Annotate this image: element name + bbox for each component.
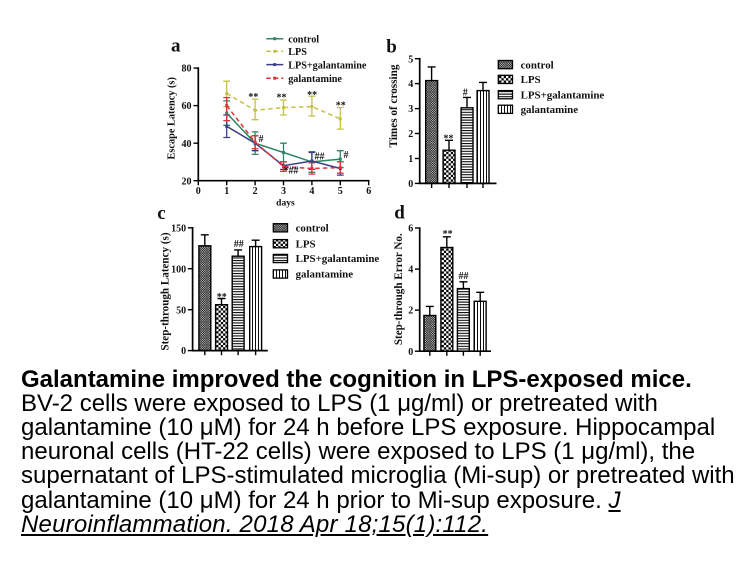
svg-text:2: 2 bbox=[408, 306, 413, 317]
svg-text:**: ** bbox=[248, 92, 258, 103]
svg-text:6: 6 bbox=[408, 224, 413, 235]
svg-text:**: ** bbox=[277, 93, 287, 104]
svg-text:0: 0 bbox=[196, 186, 201, 197]
svg-text:#: # bbox=[259, 134, 264, 145]
svg-text:4: 4 bbox=[408, 265, 413, 276]
svg-text:##: ## bbox=[459, 271, 469, 282]
svg-text:control: control bbox=[521, 59, 554, 71]
svg-text:2: 2 bbox=[408, 129, 413, 140]
svg-text:60: 60 bbox=[182, 101, 192, 112]
svg-text:1: 1 bbox=[224, 186, 229, 197]
svg-text:40: 40 bbox=[182, 139, 192, 150]
svg-text:control: control bbox=[296, 223, 329, 235]
svg-text:1: 1 bbox=[408, 154, 413, 165]
svg-text:**: ** bbox=[444, 134, 454, 145]
svg-text:days: days bbox=[276, 199, 295, 209]
svg-text:#: # bbox=[344, 150, 349, 161]
svg-text:0: 0 bbox=[181, 346, 186, 357]
svg-text:**: ** bbox=[443, 229, 453, 240]
svg-text:100: 100 bbox=[171, 264, 186, 275]
svg-text:5: 5 bbox=[338, 186, 343, 197]
svg-text:b: b bbox=[386, 37, 397, 58]
svg-text:LPS+galantamine: LPS+galantamine bbox=[296, 253, 380, 265]
svg-text:#: # bbox=[463, 87, 468, 98]
svg-text:a: a bbox=[171, 36, 181, 57]
svg-text:##: ## bbox=[315, 152, 325, 163]
svg-text:galantamine: galantamine bbox=[288, 74, 342, 85]
svg-text:*##: *## bbox=[284, 165, 299, 176]
svg-text:80: 80 bbox=[182, 64, 192, 75]
svg-text:5: 5 bbox=[408, 54, 413, 65]
svg-text:LPS+galantamine: LPS+galantamine bbox=[288, 60, 367, 71]
svg-text:c: c bbox=[157, 203, 165, 224]
svg-text:0: 0 bbox=[408, 347, 413, 358]
svg-text:LPS: LPS bbox=[288, 47, 307, 58]
svg-text:LPS: LPS bbox=[521, 74, 541, 86]
svg-text:150: 150 bbox=[171, 223, 186, 234]
svg-text:6: 6 bbox=[366, 186, 371, 197]
svg-text:**: ** bbox=[307, 90, 317, 101]
svg-text:control: control bbox=[288, 34, 319, 45]
svg-text:50: 50 bbox=[176, 305, 186, 316]
svg-text:##: ## bbox=[234, 239, 244, 250]
svg-text:LPS: LPS bbox=[296, 238, 316, 250]
svg-text:galantamine: galantamine bbox=[296, 269, 354, 281]
svg-text:4: 4 bbox=[408, 79, 413, 90]
svg-text:3: 3 bbox=[408, 104, 413, 115]
svg-text:Times of crossing: Times of crossing bbox=[388, 64, 400, 147]
svg-text:Escape Latency (s): Escape Latency (s) bbox=[166, 77, 177, 159]
svg-text:20: 20 bbox=[182, 176, 192, 187]
svg-text:2: 2 bbox=[253, 186, 258, 197]
svg-text:d: d bbox=[394, 203, 405, 224]
svg-text:0: 0 bbox=[408, 179, 413, 190]
svg-text:**: ** bbox=[217, 292, 227, 303]
svg-text:LPS+galantamine: LPS+galantamine bbox=[521, 89, 605, 101]
svg-text:**: ** bbox=[336, 101, 346, 112]
svg-text:Step-through Latency (s): Step-through Latency (s) bbox=[160, 232, 172, 350]
svg-text:4: 4 bbox=[309, 186, 314, 197]
svg-text:Step-through Error No.: Step-through Error No. bbox=[393, 233, 405, 345]
svg-text:galantamine: galantamine bbox=[521, 104, 579, 116]
svg-text:3: 3 bbox=[281, 186, 286, 197]
